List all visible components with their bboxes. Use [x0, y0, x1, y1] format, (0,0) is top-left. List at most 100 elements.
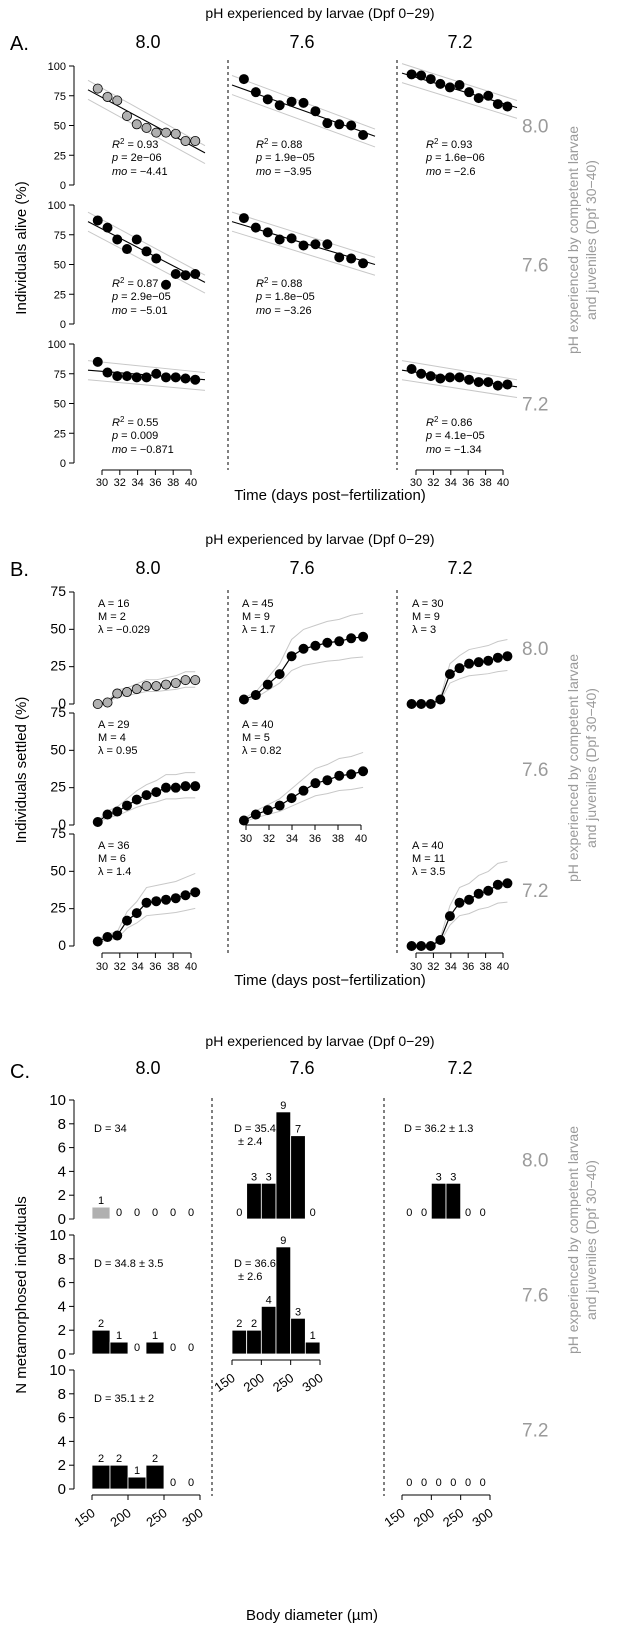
panel-c-x-tick-label: 150: [71, 1505, 97, 1530]
replicate-curve: [412, 902, 508, 946]
histogram-bar: [276, 1247, 291, 1354]
data-point: [161, 680, 170, 689]
data-point: [93, 216, 102, 225]
panel-a-cell: R2 = 0.93p = 1.6e−06mo = −2.6: [402, 64, 517, 178]
data-point: [358, 632, 367, 641]
data-point: [181, 782, 190, 791]
data-point: [263, 228, 272, 237]
data-point: [152, 128, 161, 137]
data-point: [311, 779, 320, 788]
data-point: [132, 373, 141, 382]
panel-b-side-title-1: pH experienced by competent larvae: [565, 654, 581, 882]
bar-count-label: 2: [236, 1318, 242, 1330]
data-point: [142, 373, 151, 382]
panel-b-y-tick-label: 75: [50, 704, 66, 720]
stat-a: A = 29: [98, 719, 130, 731]
panel-a-y-tick-label: 25: [54, 150, 66, 162]
data-point: [171, 783, 180, 792]
panel-a-cell: R2 = 0.88p = 1.9e−05 mo = −3.95: [232, 74, 375, 178]
panel-b-x-tick-label: 40: [185, 961, 197, 973]
panel-b-y-tick-label: 50: [50, 741, 66, 757]
data-point: [417, 369, 426, 378]
stat-p: p = 0.009: [111, 430, 158, 442]
histogram-bar: [247, 1330, 262, 1354]
stat-d-sd: ± 2.6: [238, 1271, 262, 1283]
stat-r2: R2 = 0.88: [256, 276, 302, 291]
data-point: [93, 84, 102, 93]
data-point: [122, 801, 131, 810]
bar-count-label: 0: [436, 1477, 442, 1489]
panel-c-y-tick-label: 8: [58, 1386, 66, 1403]
stat-a: A = 36: [98, 840, 130, 852]
panel-b-row-label: 7.2: [522, 881, 548, 902]
bar-count-label: 0: [116, 1207, 122, 1219]
bar-count-label: 0: [421, 1477, 427, 1489]
panel-b-row-label: 7.6: [522, 760, 548, 781]
data-point: [152, 254, 161, 263]
data-point: [455, 373, 464, 382]
data-point: [103, 368, 112, 377]
data-point: [493, 99, 502, 108]
panel-b-panel-letter: B.: [10, 559, 29, 581]
data-point: [287, 97, 296, 106]
panel-b-y-tick-label: 0: [58, 937, 66, 953]
panel-c-cell: 03 3970D = 35.4± 2.4: [234, 1100, 316, 1219]
panel-a-x-tick-label: 36: [462, 477, 474, 489]
panel-c-y-tick-label: 0: [58, 1211, 66, 1228]
stat-r2: R2 = 0.87: [112, 276, 158, 291]
data-point: [299, 644, 308, 653]
stat-lambda: λ = 3.5: [412, 866, 445, 878]
data-point: [122, 916, 131, 925]
data-point: [132, 684, 141, 693]
data-point: [132, 795, 141, 804]
panel-a-x-tick-label: 40: [497, 477, 509, 489]
panel-b-xlabel: Time (days post−fertilization): [234, 972, 426, 989]
panel-c-cell: 2 2120 0D = 35.1 ± 2: [92, 1393, 194, 1489]
stat-p: p = 1.6e−06: [425, 152, 485, 164]
panel-b-x-tick-label: 36: [462, 961, 474, 973]
data-point: [113, 807, 122, 816]
panel-a-x-tick-label: 30: [410, 477, 422, 489]
bar-count-label: 1: [310, 1330, 316, 1342]
stat-d-sd: ± 2.4: [238, 1136, 262, 1148]
stat-p: p = 1.9e−05: [255, 152, 315, 164]
data-point: [275, 235, 284, 244]
panel-c-panel-letter: C.: [10, 1061, 30, 1083]
data-point: [484, 886, 493, 895]
histogram-bar: [92, 1330, 110, 1354]
bar-count-label: 2: [116, 1453, 122, 1465]
panel-c-y-tick-label: 4: [58, 1433, 66, 1450]
data-point: [323, 638, 332, 647]
data-point: [464, 659, 473, 668]
panel-b-cell: A = 16M = 2λ = −0.029: [93, 598, 200, 709]
stat-r2: R2 = 0.93: [426, 137, 472, 152]
panel-b-x-tick-label: 30: [240, 833, 252, 845]
data-point: [122, 244, 131, 253]
panel-b-col-label: 8.0: [135, 558, 160, 578]
stat-d: D = 34.8 ± 3.5: [94, 1258, 163, 1270]
data-point: [275, 670, 284, 679]
panel-b-side-title-2: and juveniles (Dpf 30−40): [583, 688, 599, 848]
panel-a-row-label: 7.6: [522, 256, 548, 277]
panel-a-cell: R2 = 0.87p = 2.9e−05 mo = −5.01: [88, 212, 205, 317]
data-point: [251, 810, 260, 819]
data-point: [171, 269, 180, 278]
data-point: [445, 373, 454, 382]
panel-b-ylabel: Individuals settled (%): [13, 697, 30, 844]
stat-m: M = 2: [98, 611, 126, 623]
stat-p: p = 4.1e−05: [425, 430, 485, 442]
panel-b-cell: A = 36M = 6λ = 1.4: [93, 840, 200, 946]
panel-c-xlabel: Body diameter (µm): [246, 1607, 378, 1624]
bar-count-label: 0: [188, 1342, 194, 1354]
panel-c-y-tick-label: 6: [58, 1410, 66, 1427]
data-point: [358, 130, 367, 139]
panel-c-x-tick-label: 250: [270, 1370, 296, 1395]
stat-lambda: λ = 1.7: [242, 624, 275, 636]
histogram-bar: [291, 1318, 306, 1354]
data-point: [311, 240, 320, 249]
histogram-bar: [291, 1136, 306, 1219]
histogram-bar: [110, 1342, 128, 1354]
panel-b-cell: A = 40M = 11λ = 3.5: [407, 840, 512, 951]
data-point: [436, 374, 445, 383]
